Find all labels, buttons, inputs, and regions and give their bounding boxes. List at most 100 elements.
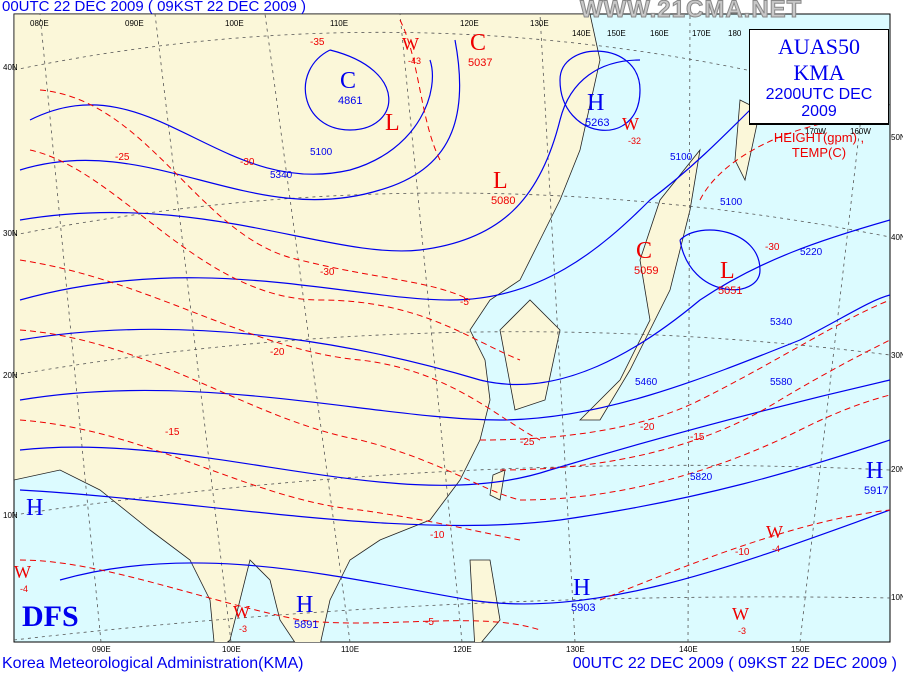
center-symbol-c: C	[340, 68, 356, 94]
temp-contour	[19, 329, 521, 501]
height-contour-label: 5340	[770, 317, 793, 328]
center-symbol-w: W	[14, 562, 31, 582]
center-value: 5080	[491, 195, 515, 207]
lon-label: 130E	[566, 645, 585, 654]
height-contour-label: 5820	[690, 472, 713, 483]
lon-label: 110E	[341, 645, 359, 654]
height-contour	[304, 49, 390, 131]
lon-label: 120E	[453, 645, 472, 654]
lat-label: 40N	[891, 233, 903, 242]
lat-label: 40N	[3, 63, 18, 72]
temp-contour	[29, 149, 521, 361]
height-contour	[19, 39, 461, 201]
lat-label: 10N	[891, 593, 903, 602]
height-contour	[19, 99, 761, 301]
meridian-line	[399, 14, 463, 642]
height-contour-label: 5460	[635, 377, 658, 388]
temp-contour-label: -5	[425, 617, 434, 628]
lon-label: 080E	[30, 19, 49, 28]
center-value: 5891	[294, 619, 318, 631]
meridian-line	[799, 39, 871, 642]
lon-label: 170E	[692, 29, 711, 38]
center-value: -43	[408, 56, 421, 66]
temp-contour-label: -15	[690, 432, 705, 443]
temp-contour-label: -15	[165, 427, 180, 438]
lon-label: 170W	[805, 127, 826, 136]
footer-agency: Korea Meteorological Administration(KMA)	[2, 655, 304, 672]
lat-label: 50N	[891, 133, 903, 142]
height-contour	[29, 59, 434, 175]
center-symbol-w: W	[233, 602, 250, 622]
lon-label: 180	[728, 29, 742, 38]
center-value: -3	[738, 626, 746, 636]
footer-time: 00UTC 22 DEC 2009 ( 09KST 22 DEC 2009 )	[572, 655, 897, 672]
parallel-line	[14, 596, 890, 641]
temp-contour	[39, 89, 471, 301]
center-symbol-c: C	[470, 30, 486, 56]
lon-label: 160E	[650, 29, 669, 38]
center-value: -3	[239, 624, 247, 634]
center-symbol-c: C	[636, 238, 652, 264]
lon-label: 150E	[607, 29, 626, 38]
temp-contour-label: -10	[735, 547, 750, 558]
legend-fields: HEIGHT(gpm) , TEMP(C)	[773, 130, 865, 160]
height-contour-label: 5580	[770, 377, 793, 388]
temp-contour	[19, 419, 521, 541]
temp-contour-label: -20	[270, 347, 285, 358]
height-contour	[19, 379, 890, 486]
center-value: 5263	[585, 117, 609, 129]
height-contour	[19, 59, 641, 252]
height-contour	[559, 50, 641, 131]
meridian-line	[154, 14, 232, 642]
lon-label: 100E	[225, 19, 244, 28]
center-symbol-h: H	[866, 458, 883, 484]
temp-contour-label: -30	[240, 157, 255, 168]
lat-label: 20N	[3, 371, 18, 380]
lon-label: 130E	[530, 19, 549, 28]
center-symbol-w: W	[622, 114, 639, 134]
temp-contour-label: -25	[520, 437, 535, 448]
temp-contour-label: -10	[430, 530, 445, 541]
temp-contour	[399, 19, 441, 161]
height-contour	[19, 439, 890, 527]
center-symbol-h: H	[587, 90, 604, 116]
height-contours	[19, 39, 890, 605]
legend-valid-time: 2200UTC DEC 2009	[750, 86, 888, 124]
center-value: -32	[628, 136, 641, 146]
lon-label: 160W	[850, 127, 871, 136]
map-labels: 090E 100E 110E 120E 130E 140E 150E 080E 090E 100E…	[3, 19, 903, 654]
header-time: 00UTC 22 DEC 2009 ( 09KST 22 DEC 2009 )	[2, 0, 307, 15]
lat-label: 30N	[3, 229, 18, 238]
legend-box: AUAS50 KMA 2200UTC DEC 2009 HEIGHT(gpm) …	[749, 29, 889, 160]
height-contour-label: 5100	[670, 152, 693, 163]
lat-lon-grid	[14, 14, 890, 642]
temp-contour-label: -30	[765, 242, 780, 253]
center-value: 5051	[718, 285, 742, 297]
center-symbol-h: H	[573, 575, 590, 601]
lon-label: 100E	[222, 645, 241, 654]
center-symbol-l: L	[385, 110, 400, 136]
lat-label: 20N	[891, 465, 903, 474]
lon-label: 090E	[92, 645, 111, 654]
center-symbol-w: W	[402, 34, 419, 54]
lat-label: 30N	[891, 351, 903, 360]
lon-label: 140E	[572, 29, 591, 38]
temp-contour-label: -20	[640, 422, 655, 433]
height-contour	[19, 294, 890, 421]
legend-title: AUAS50 KMA	[778, 34, 860, 85]
temp-contour	[19, 559, 541, 631]
height-contour-label: 5340	[270, 170, 293, 181]
temp-contour	[519, 394, 890, 501]
center-symbol-h: H	[26, 495, 43, 521]
center-symbol-w: W	[766, 522, 783, 542]
meridian-line	[264, 14, 351, 642]
height-contour	[59, 509, 890, 605]
temp-contour-label: -30	[320, 267, 335, 278]
height-contour-label: 5100	[310, 147, 333, 158]
parallel-line	[14, 192, 890, 238]
lon-label: 150E	[791, 645, 810, 654]
lat-label: 10N	[3, 511, 18, 520]
temp-contour-label: -5	[460, 297, 469, 308]
height-contour-label: 5100	[720, 197, 743, 208]
